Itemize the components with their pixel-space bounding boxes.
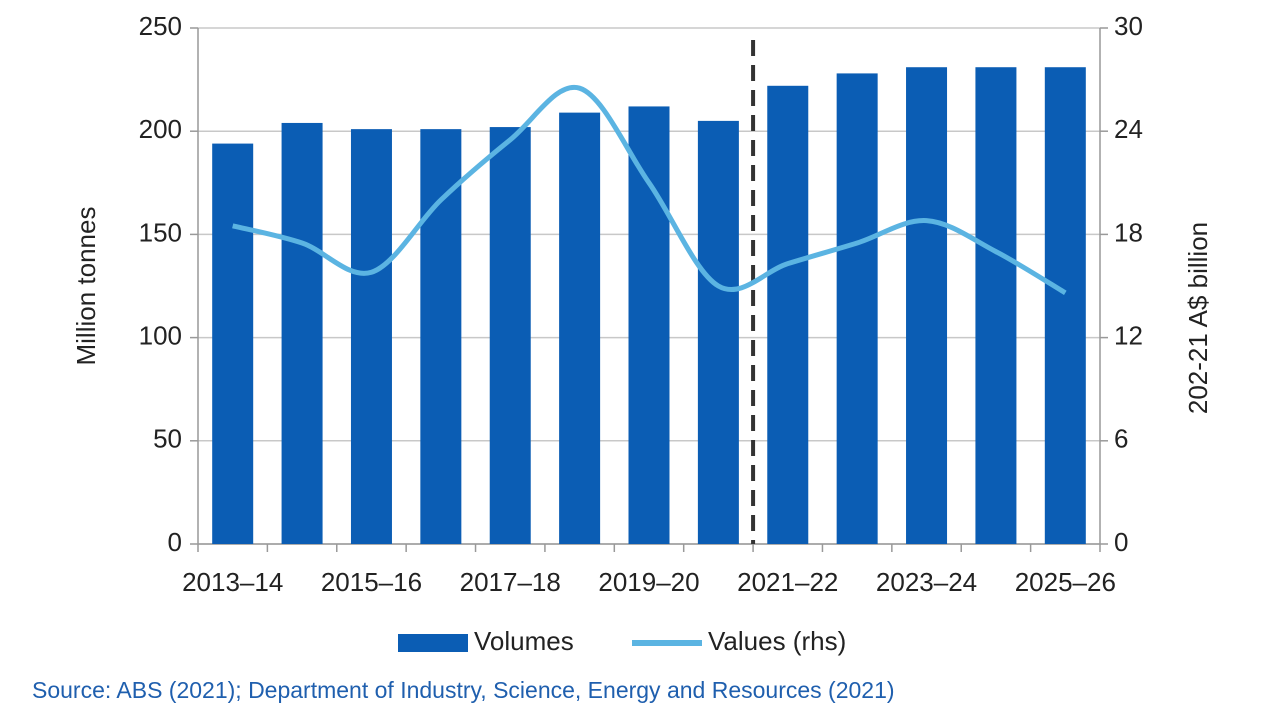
bar [975, 67, 1017, 544]
legend-label: Volumes [474, 626, 574, 656]
bar [489, 127, 531, 545]
bar [628, 106, 670, 544]
y-tick-label: 100 [139, 320, 182, 350]
y2-tick-label: 12 [1114, 320, 1143, 350]
bar [906, 67, 948, 544]
y-tick-label: 50 [153, 424, 182, 454]
bar [350, 129, 392, 545]
x-tick-label: 2025–26 [1015, 567, 1116, 597]
y2-tick-label: 24 [1114, 114, 1143, 144]
x-tick-label: 2015–16 [321, 567, 422, 597]
legend-label: Values (rhs) [708, 626, 846, 656]
x-tick-label: 2021–22 [737, 567, 838, 597]
bar [559, 112, 601, 545]
bar [281, 122, 323, 544]
line [232, 84, 1067, 296]
source-note: Source: ABS (2021); Department of Indust… [32, 677, 895, 703]
y-tick-label: 150 [139, 217, 182, 247]
x-tick-label: 2019–20 [598, 567, 699, 597]
bar [836, 73, 878, 545]
y-axis-title: Million tonnes [71, 207, 101, 366]
y2-tick-label: 6 [1114, 424, 1128, 454]
bar [212, 143, 254, 545]
bar [697, 120, 739, 544]
y-tick-label: 250 [139, 11, 182, 41]
bar [1044, 67, 1086, 544]
bar [767, 85, 809, 545]
x-tick-label: 2017–18 [460, 567, 561, 597]
y2-axis-title: 202-21 A$ billion [1183, 222, 1213, 414]
y2-tick-label: 30 [1114, 11, 1143, 41]
y-tick-label: 200 [139, 114, 182, 144]
bar [420, 129, 462, 545]
x-tick-label: 2013–14 [182, 567, 283, 597]
y2-tick-label: 0 [1114, 527, 1128, 557]
legend-swatch [398, 634, 468, 652]
y-tick-label: 0 [168, 527, 182, 557]
x-tick-label: 2023–24 [876, 567, 977, 597]
y2-tick-label: 18 [1114, 217, 1143, 247]
